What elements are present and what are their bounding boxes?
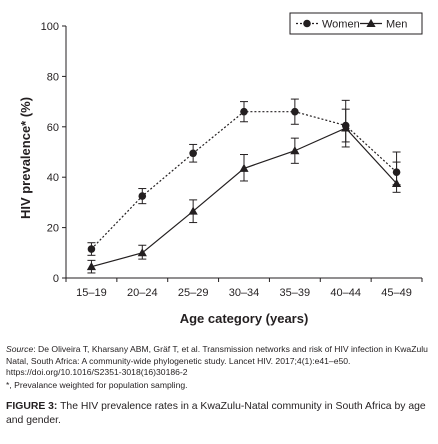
data-point-women: [189, 149, 197, 158]
x-tick-label: 15–19: [76, 287, 107, 299]
figure-text: The HIV prevalence rates in a KwaZulu-Na…: [6, 401, 426, 426]
x-tick-label: 35–39: [280, 287, 311, 299]
y-tick-label: 40: [47, 172, 59, 184]
plot-area: 0 20 40 60 80 100 15–19 20–24 25–29 30–34 35–39 40–…: [41, 21, 423, 299]
legend-label-men: Men: [386, 19, 407, 31]
legend: Women Men: [289, 12, 423, 35]
x-tick-label: 30–34: [229, 287, 260, 299]
y-tick-label: 80: [47, 71, 59, 83]
figure-caption: FIGURE 3: The HIV prevalence rates in a …: [6, 400, 432, 428]
data-point-women: [291, 107, 299, 116]
footnote: *, Prevalance weighted for population sa…: [6, 380, 188, 390]
data-point-men: [391, 178, 402, 187]
source-citation: Source: De Oliveira T, Kharsany ABM, Grä…: [6, 344, 432, 379]
figure-label: FIGURE 3:: [6, 401, 58, 412]
x-tick-label: 25–29: [178, 287, 209, 299]
data-point-women: [87, 245, 96, 253]
hiv-prevalence-chart: 0 20 40 60 80 100 15–19 20–24 25–29 30–34 35–39 40–…: [18, 12, 423, 326]
data-point-women: [138, 192, 147, 200]
data-point-women: [240, 107, 248, 116]
data-point-men: [341, 123, 351, 132]
legend-label-women: Women: [322, 19, 360, 31]
y-tick-label: 0: [53, 273, 59, 285]
data-point-men: [290, 146, 300, 155]
y-tick-label: 60: [47, 122, 59, 134]
legend-marker-men: [366, 18, 376, 27]
data-point-men: [86, 262, 97, 271]
y-axis-title: HIV prevalence* (%): [18, 97, 33, 219]
source-label: Source: [6, 344, 34, 354]
x-tick-label: 45–49: [381, 287, 412, 299]
data-point-men: [137, 248, 147, 257]
source-text: : De Oliveira T, Kharsany ABM, Gräf T, e…: [6, 344, 428, 377]
x-axis-title: Age category (years): [180, 311, 309, 326]
y-tick-label: 100: [41, 21, 59, 33]
y-tick-label: 20: [47, 223, 59, 235]
legend-box: [289, 12, 423, 35]
series-men: [86, 108, 402, 274]
legend-marker-women: [303, 19, 311, 28]
data-point-men: [188, 206, 198, 215]
data-point-men: [239, 163, 249, 172]
series-line-men: [91, 127, 398, 268]
x-tick-label: 40–44: [330, 287, 361, 299]
x-tick-label: 20–24: [127, 287, 158, 299]
